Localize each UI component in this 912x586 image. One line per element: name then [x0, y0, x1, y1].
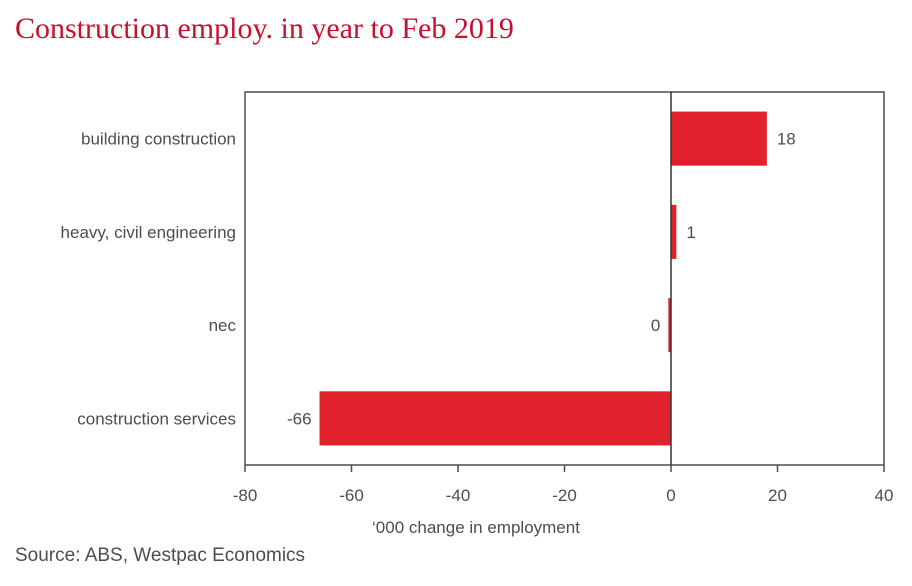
- x-tick-label: -40: [446, 486, 471, 505]
- data-label: 0: [651, 316, 660, 335]
- category-label: construction services: [77, 409, 236, 428]
- bar-construction-services: [319, 391, 671, 446]
- source-note: Source: ABS, Westpac Economics: [15, 545, 306, 566]
- data-label: 1: [686, 223, 695, 242]
- bar-nec: [668, 298, 671, 353]
- x-tick-label: 0: [666, 486, 675, 505]
- data-label: 18: [777, 130, 796, 149]
- category-label: nec: [209, 316, 237, 335]
- x-tick-label: -20: [552, 486, 577, 505]
- x-tick-label: -80: [233, 486, 258, 505]
- x-tick-label: -60: [339, 486, 364, 505]
- x-axis-title: ‘000 change in employment: [372, 518, 580, 537]
- bar-building-construction: [671, 111, 767, 166]
- x-tick-label: 40: [875, 486, 894, 505]
- x-tick-label: 20: [768, 486, 787, 505]
- data-label: -66: [287, 409, 312, 428]
- chart-title: Construction employ. in year to Feb 2019: [15, 12, 514, 45]
- bar-heavy-civil-engineering: [671, 204, 677, 259]
- category-label: building construction: [81, 130, 236, 149]
- category-label: heavy, civil engineering: [61, 223, 236, 242]
